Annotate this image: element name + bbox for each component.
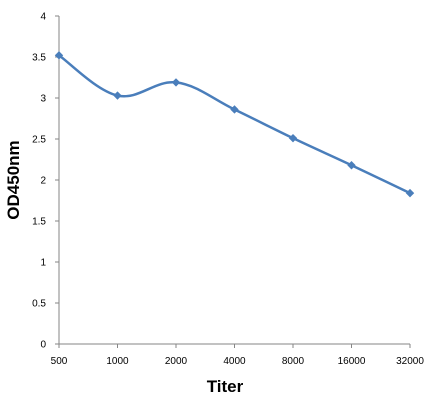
x-axis-title: Titer bbox=[207, 377, 244, 396]
data-point-marker bbox=[347, 161, 356, 170]
y-tick-label: 3.5 bbox=[32, 53, 46, 64]
series-line bbox=[58, 54, 411, 195]
data-point-marker bbox=[405, 188, 415, 198]
y-tick-label: 1.5 bbox=[32, 217, 46, 228]
y-axis-title: OD450nm bbox=[4, 140, 23, 219]
y-axis-ticks: 0 0.5 1 1.5 2 2.5 3 3.5 4 bbox=[32, 12, 59, 351]
x-tick-label: 2000 bbox=[165, 356, 188, 367]
y-tick-label: 0 bbox=[40, 340, 46, 351]
data-point-marker bbox=[288, 133, 298, 143]
y-tick-label: 3 bbox=[40, 94, 46, 105]
y-tick-label: 2.5 bbox=[32, 135, 46, 146]
x-tick-label: 1000 bbox=[106, 356, 129, 367]
x-axis-ticks: 500 1000 2000 4000 8000 16000 32000 bbox=[51, 344, 424, 367]
series-markers bbox=[54, 51, 415, 198]
data-point-marker bbox=[230, 105, 239, 114]
y-tick-label: 1 bbox=[40, 258, 46, 269]
data-point-marker bbox=[54, 51, 64, 60]
y-tick-label: 4 bbox=[40, 12, 46, 23]
x-tick-label: 4000 bbox=[223, 356, 246, 367]
x-tick-label: 32000 bbox=[396, 356, 424, 367]
y-tick-label: 0.5 bbox=[32, 299, 46, 310]
x-tick-label: 16000 bbox=[338, 356, 366, 367]
x-tick-label: 8000 bbox=[282, 356, 305, 367]
data-point-marker bbox=[171, 78, 181, 87]
y-tick-label: 2 bbox=[40, 176, 46, 187]
x-tick-label: 500 bbox=[51, 356, 68, 367]
data-point-marker bbox=[113, 91, 122, 100]
